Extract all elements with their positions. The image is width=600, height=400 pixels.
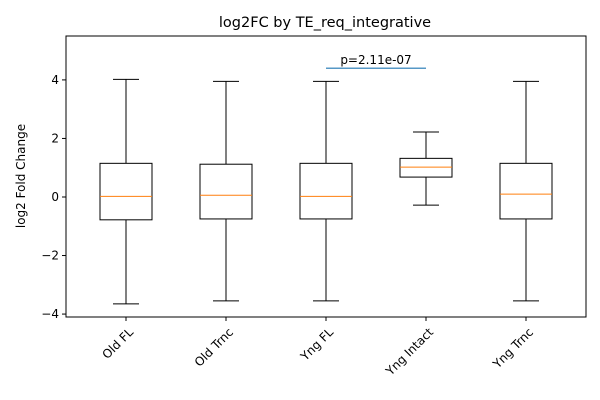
box-old-trnc	[199, 80, 253, 302]
box-yng-fl	[299, 80, 353, 302]
y-axis-label: log2 Fold Change	[14, 124, 28, 228]
y-tick-label: 4	[51, 73, 59, 87]
iqr-box	[499, 162, 553, 220]
y-tick-label: −4	[41, 307, 59, 321]
iqr-box	[99, 162, 153, 221]
box-yng-intact	[399, 131, 453, 206]
chart-marks: −4 −2 0 2 4 Old FL Old Trnc Yng FL Yng Intact Yng…	[41, 53, 553, 379]
iqr-box	[399, 157, 453, 178]
x-tick-label: Yng FL	[297, 325, 336, 364]
y-tick-label: −2	[41, 249, 59, 263]
chart-title: log2FC by TE_req_integrative	[219, 15, 431, 31]
x-tick-label: Yng Intact	[382, 325, 436, 379]
y-tick-label: 2	[51, 131, 59, 145]
box-old-fl	[99, 78, 153, 305]
box-yng-trnc	[499, 80, 553, 302]
x-tick-label: Old FL	[99, 325, 136, 362]
x-tick-label: Yng Trnc	[489, 325, 536, 372]
x-tick-label: Old Trnc	[192, 325, 236, 369]
iqr-box	[299, 162, 353, 220]
significance-label: p=2.11e-07	[340, 53, 411, 67]
iqr-box	[199, 163, 253, 220]
y-tick-label: 0	[51, 190, 59, 204]
